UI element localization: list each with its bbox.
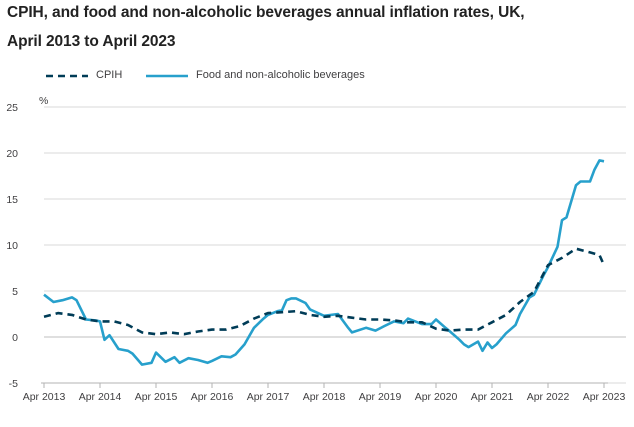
series-line-food[interactable]: [43, 159, 605, 366]
legend-swatch-cpih: [46, 74, 88, 78]
x-tick-label: Apr 2022: [527, 391, 570, 403]
chart-subtitle: April 2013 to April 2023: [7, 33, 176, 50]
x-tick-label: Apr 2014: [79, 391, 122, 403]
x-axis: Apr 2013 Apr 2014 Apr 2015 Apr 2016 Apr 2017…: [23, 382, 626, 403]
x-tick-label: Apr 2019: [359, 391, 402, 403]
y-tick-label: -5: [9, 378, 18, 390]
x-tick-label: Apr 2021: [471, 391, 514, 403]
x-tick-label: Apr 2015: [135, 391, 178, 403]
y-tick-label: 0: [12, 332, 18, 344]
grid-lines: [44, 106, 626, 384]
y-axis-unit-label: %: [39, 95, 48, 107]
x-tick-label: Apr 2020: [415, 391, 458, 403]
y-tick-label: 25: [6, 102, 18, 114]
legend-label-cpih: CPIH: [96, 69, 123, 81]
x-tick-label: Apr 2023: [583, 391, 626, 403]
series-line-cpih[interactable]: [43, 247, 606, 336]
x-tick-label: Apr 2017: [247, 391, 290, 403]
x-tick-label: Apr 2016: [191, 391, 234, 403]
series-lines: [43, 159, 606, 366]
legend-swatch-food: [146, 74, 188, 78]
y-tick-label: 5: [12, 286, 18, 298]
y-tick-label: 20: [6, 148, 18, 160]
x-tick-label: Apr 2013: [23, 391, 66, 403]
x-tick-label: Apr 2018: [303, 391, 346, 403]
y-tick-label: 15: [6, 194, 18, 206]
legend-label-food: Food and non-alcoholic beverages: [196, 69, 365, 81]
chart-title: CPIH, and food and non-alcoholic beverag…: [7, 4, 525, 21]
y-axis: % -5 0 5 10 15 20 25: [6, 95, 48, 390]
y-tick-label: 10: [6, 240, 18, 252]
